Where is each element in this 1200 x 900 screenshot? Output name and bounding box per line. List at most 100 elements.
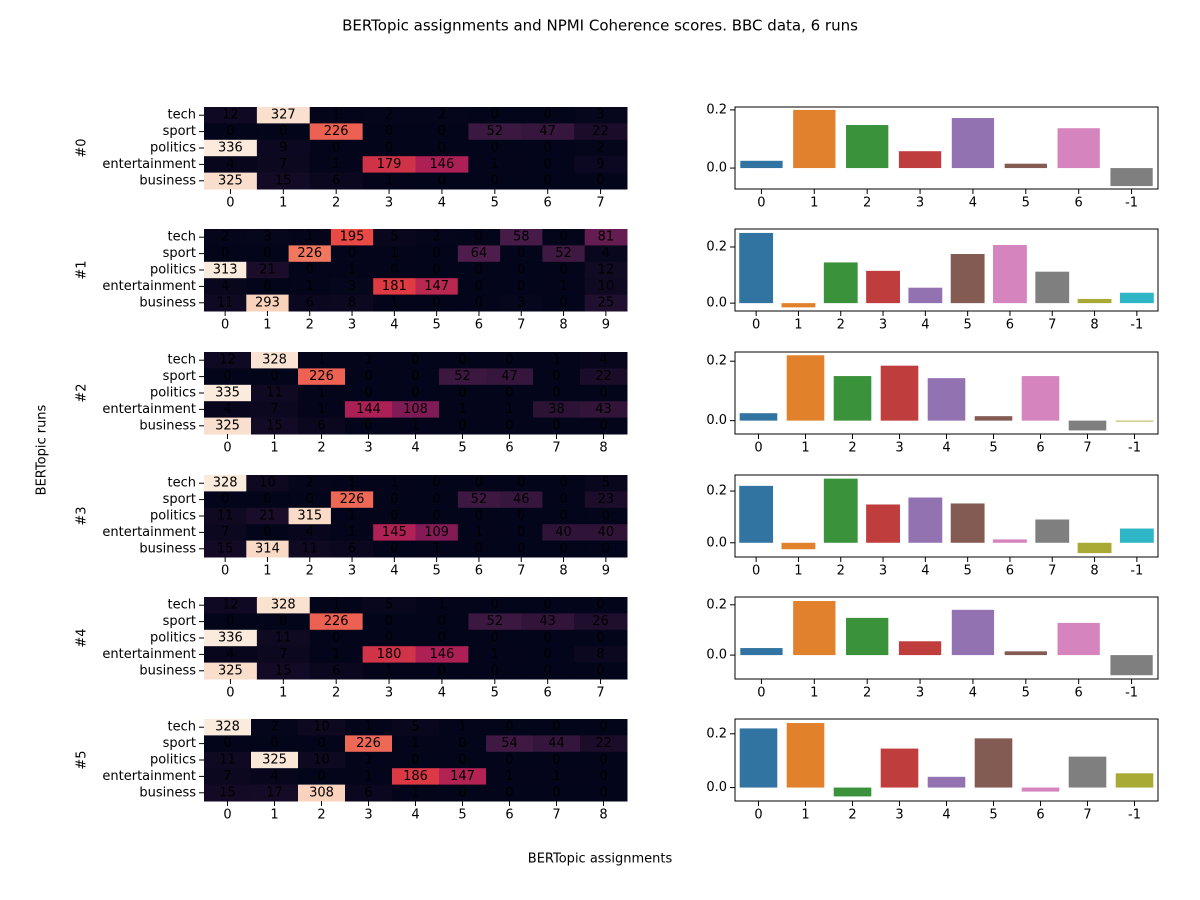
cell-label: 0 [544,647,552,662]
cell-label: 0 [491,663,499,678]
heatmap-cell [309,646,364,664]
heatmap-cell [574,629,628,647]
heatmap-cell [204,540,247,558]
y-tick-label: 0.0 [706,780,727,795]
cell-label: 1 [385,663,393,678]
heatmap-cell [362,123,416,141]
heatmap-cell [251,719,299,736]
heatmap-cell [246,475,290,492]
cell-label: 1 [458,720,466,735]
heatmap-cell [500,261,543,279]
heatmap-cell [298,384,346,402]
heatmap-cell [486,368,534,386]
heatmap-cell [345,751,393,769]
row-label: entertainment [102,279,196,294]
heatmap-cell [533,352,581,369]
heatmap-cell [415,597,469,614]
x-tick-label: 4 [438,686,446,701]
x-tick-label: 7 [552,808,560,823]
cell-label: 12 [598,263,615,278]
heatmap-cell [415,540,459,558]
heatmap-cell [415,245,459,263]
cell-label: 12 [219,353,236,368]
cell-label: 2 [385,108,393,123]
cell-label: 0 [544,157,552,172]
heatmap-cell [486,784,534,802]
heatmap-cell [298,735,346,753]
cell-label: 0 [544,108,552,123]
heatmap-cell [204,229,247,246]
cell-label: 1 [559,279,567,294]
x-tick-label: 4 [438,196,446,211]
row-label: sport [163,246,196,261]
x-tick-label: 4 [921,318,929,333]
heatmap-cell [204,352,252,369]
bar [781,303,816,308]
bar [880,748,919,788]
heatmap-cell [584,229,628,246]
x-tick-label: 9 [602,318,610,333]
heatmap-cell [415,123,469,141]
x-tick-label: 0 [226,686,234,701]
cell-label: 313 [213,263,238,278]
x-tick-label: 2 [306,564,314,579]
cell-label: 12 [222,108,239,123]
cell-label: 0 [364,369,372,384]
x-tick-label: 6 [544,686,552,701]
bar [866,504,900,543]
cell-label: 0 [364,418,372,433]
heatmap-cell [468,646,522,664]
heatmap-cell [542,491,586,509]
heatmap-cell [584,524,628,542]
heatmap-cell [362,597,416,614]
heatmap-cell [309,172,364,190]
cell-label: 0 [544,173,552,188]
cell-label: 325 [218,173,243,188]
heatmap-cell [486,352,534,369]
cell-label: 4 [226,647,234,662]
cell-label: 7 [270,402,278,417]
cell-label: 21 [259,509,276,524]
heatmap-cell [392,719,440,736]
cell-label: 1 [364,353,372,368]
y-tick-label: 0.0 [706,296,727,311]
heatmap-cell [362,156,416,174]
row-label: politics [150,753,196,768]
cell-label: 0 [552,418,560,433]
cell-label: 1 [491,157,499,172]
cell-label: 0 [458,736,466,751]
heatmap-cell [542,524,586,542]
cell-label: 1 [552,353,560,368]
heatmap-cell [415,507,459,525]
cell-label: 144 [356,402,381,417]
cell-label: 1 [364,720,372,735]
heatmap-cell [415,613,469,631]
cell-label: 0 [390,492,398,507]
heatmap-cell [584,294,628,312]
heatmap-cell [204,524,247,542]
cell-label: 6 [332,663,340,678]
heatmap-cell [521,613,575,631]
cell-label: 1 [348,509,356,524]
heatmap-cell [392,784,440,802]
cell-label: 1 [552,769,560,784]
cell-label: 40 [555,525,572,540]
heatmap-cell [574,156,628,174]
cell-label: 0 [544,663,552,678]
cell-label: 52 [555,246,572,261]
heatmap-cell [392,384,440,402]
cell-label: 5 [411,720,419,735]
heatmap-cell [439,768,487,786]
bar [974,416,1013,421]
row-label: politics [150,631,196,646]
panel-label: #2 [75,383,90,402]
cell-label: 0 [438,631,446,646]
heatmap-cell [288,507,332,525]
heatmap-cell [500,475,543,492]
heatmap-cell [373,229,416,246]
bar [786,723,825,788]
x-tick-label: 4 [942,441,950,456]
cell-label: 0 [226,124,234,139]
cell-label: 0 [559,541,567,556]
axes-frame [734,228,1159,312]
